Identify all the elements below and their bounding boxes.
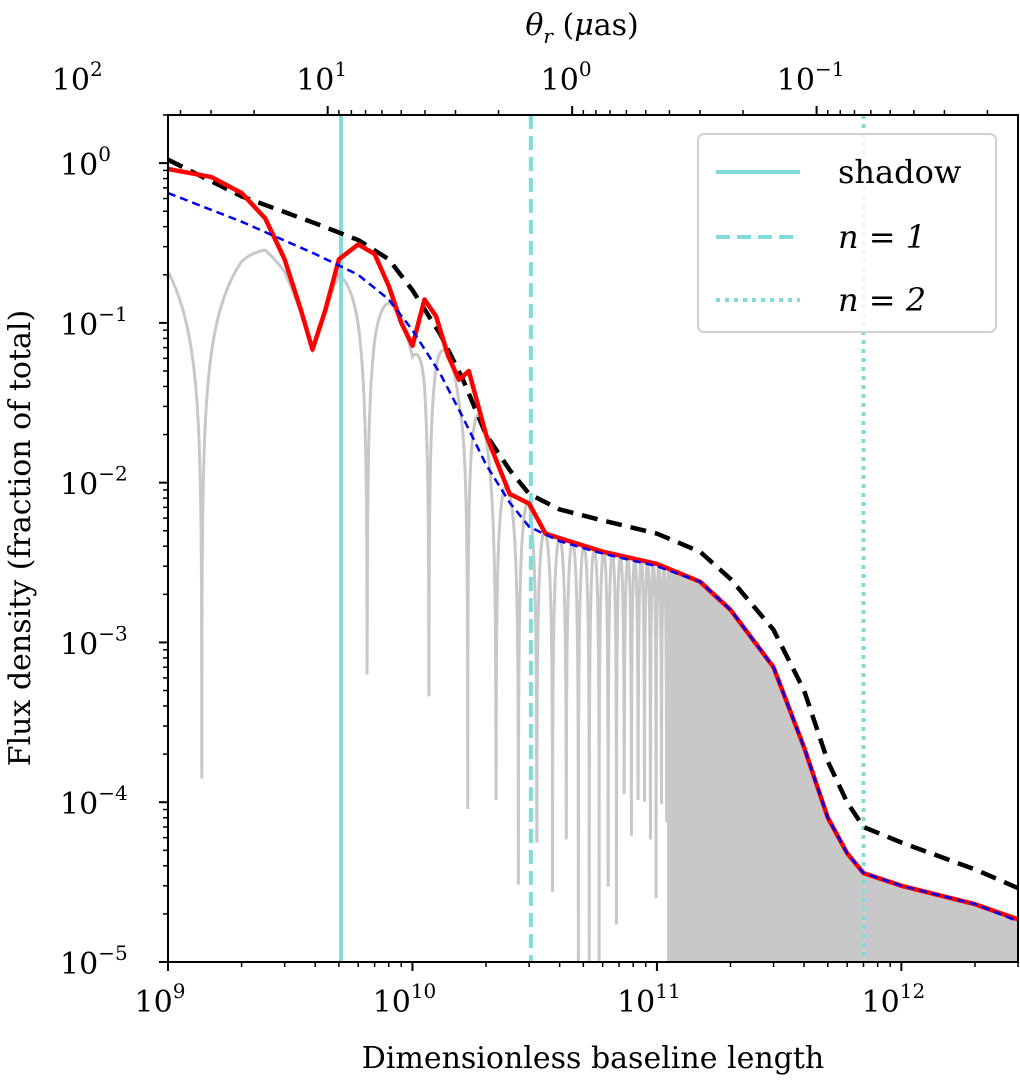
top-x-axis: 102 101 100 10−1	[52, 57, 989, 115]
left-y-axis: 10−5 10−4 10−3 10−2 10−1 100	[60, 114, 168, 982]
y-tick-label: 100	[60, 142, 111, 183]
x-tick-label: 1010	[373, 979, 437, 1020]
legend: shadow n = 1 n = 2	[697, 133, 997, 333]
series-upper-envelope-line	[168, 157, 1018, 891]
legend-box	[697, 133, 997, 333]
x-tick-label: 1011	[617, 979, 681, 1020]
x-tick-label: 109	[135, 979, 186, 1020]
y-axis-label: Flux density (fraction of total)	[3, 310, 38, 766]
top-tick-label: 100	[541, 57, 592, 98]
x-axis-label: Dimensionless baseline length	[362, 1041, 825, 1076]
top-tick-label: 101	[296, 57, 347, 98]
x-tick-label: 1012	[862, 979, 926, 1020]
y-tick-label: 10−1	[60, 302, 128, 343]
top-tick-label: 102	[52, 57, 103, 98]
legend-shadow-label: shadow	[838, 153, 961, 191]
series-red-envelope-line	[168, 166, 1018, 922]
plot-area	[168, 115, 1018, 962]
y-tick-label: 10−3	[60, 621, 128, 662]
y-tick-label: 10−4	[60, 781, 128, 822]
series-gray-visibility-line	[168, 248, 1018, 962]
series-blue-model-line	[168, 191, 1018, 923]
top-tick-label: 10−1	[777, 57, 845, 98]
bottom-x-axis: 109 1010 1011 1012	[135, 962, 1019, 1020]
plot-frame	[167, 114, 1019, 963]
y-tick-label: 10−2	[60, 462, 128, 503]
legend-n2-label: n = 2	[838, 281, 926, 319]
y-tick-label: 10−5	[60, 941, 128, 982]
top-x-axis-label: θr (μas)	[525, 8, 638, 48]
legend-n1-label: n = 1	[838, 218, 926, 256]
